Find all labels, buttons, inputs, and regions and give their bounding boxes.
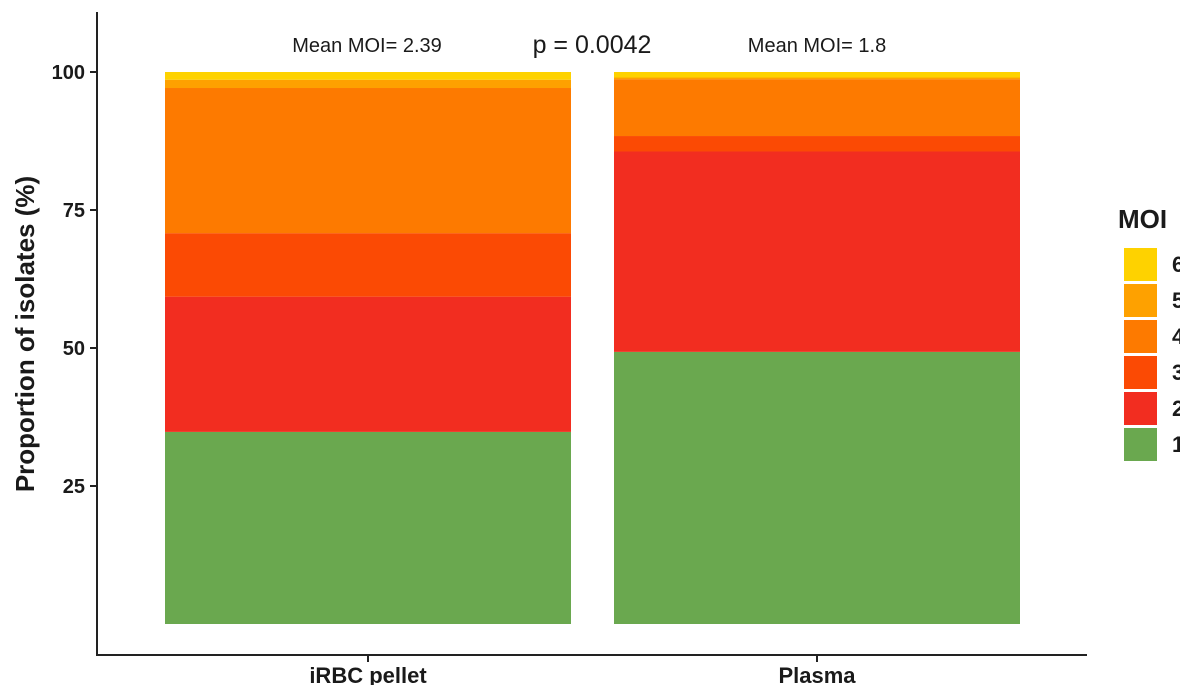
y-axis-ticks: 25 50 75 100 — [52, 62, 97, 498]
legend-swatch-moi-3 — [1124, 356, 1157, 389]
legend-swatch-moi-4 — [1124, 320, 1157, 353]
x-tick-label: Plasma — [778, 663, 856, 685]
legend-swatch-moi-5 — [1124, 284, 1157, 317]
y-tick-label: 25 — [63, 476, 85, 498]
bars-group — [165, 72, 1020, 624]
legend-items: 6 5 4 3 2 1 — [1124, 248, 1180, 461]
bar-segment-irbc-moi-3 — [165, 233, 571, 297]
bar-segment-plasma-moi-2 — [614, 151, 1020, 352]
bar-segment-irbc-moi-2 — [165, 296, 571, 432]
legend-title: MOI — [1118, 204, 1167, 234]
bar-segment-plasma-moi-1 — [614, 351, 1020, 624]
legend: MOI 6 5 4 3 2 1 — [1118, 204, 1180, 461]
y-axis-title: Proportion of isolates (%) — [10, 176, 40, 492]
legend-label-moi-3: 3 — [1172, 360, 1180, 385]
legend-label-moi-1: 1 — [1172, 432, 1180, 457]
legend-label-moi-6: 6 — [1172, 252, 1180, 277]
bar-segment-plasma-moi-5 — [614, 77, 1020, 80]
bar-segment-irbc-moi-5 — [165, 79, 571, 89]
bar-segment-irbc-moi-6 — [165, 72, 571, 80]
bar-segment-irbc-moi-1 — [165, 431, 571, 624]
bar-segment-plasma-moi-6 — [614, 72, 1020, 78]
x-axis-ticks: iRBC pellet Plasma — [309, 655, 856, 685]
legend-label-moi-5: 5 — [1172, 288, 1180, 313]
y-tick-label: 75 — [63, 200, 85, 222]
annotation-mean-moi-right: Mean MOI= 1.8 — [748, 35, 886, 57]
legend-swatch-moi-2 — [1124, 392, 1157, 425]
bar-segment-plasma-moi-4 — [614, 79, 1020, 137]
y-tick-label: 100 — [52, 62, 85, 84]
bar-segment-irbc-moi-4 — [165, 88, 571, 234]
legend-label-moi-4: 4 — [1172, 324, 1180, 349]
legend-swatch-moi-6 — [1124, 248, 1157, 281]
x-tick-label: iRBC pellet — [309, 663, 427, 685]
annotation-mean-moi-left: Mean MOI= 2.39 — [292, 35, 442, 57]
legend-swatch-moi-1 — [1124, 428, 1157, 461]
bar-segment-plasma-moi-3 — [614, 136, 1020, 152]
annotation-p-value: p = 0.0042 — [533, 31, 652, 59]
y-tick-label: 50 — [63, 338, 85, 360]
legend-label-moi-2: 2 — [1172, 396, 1180, 421]
